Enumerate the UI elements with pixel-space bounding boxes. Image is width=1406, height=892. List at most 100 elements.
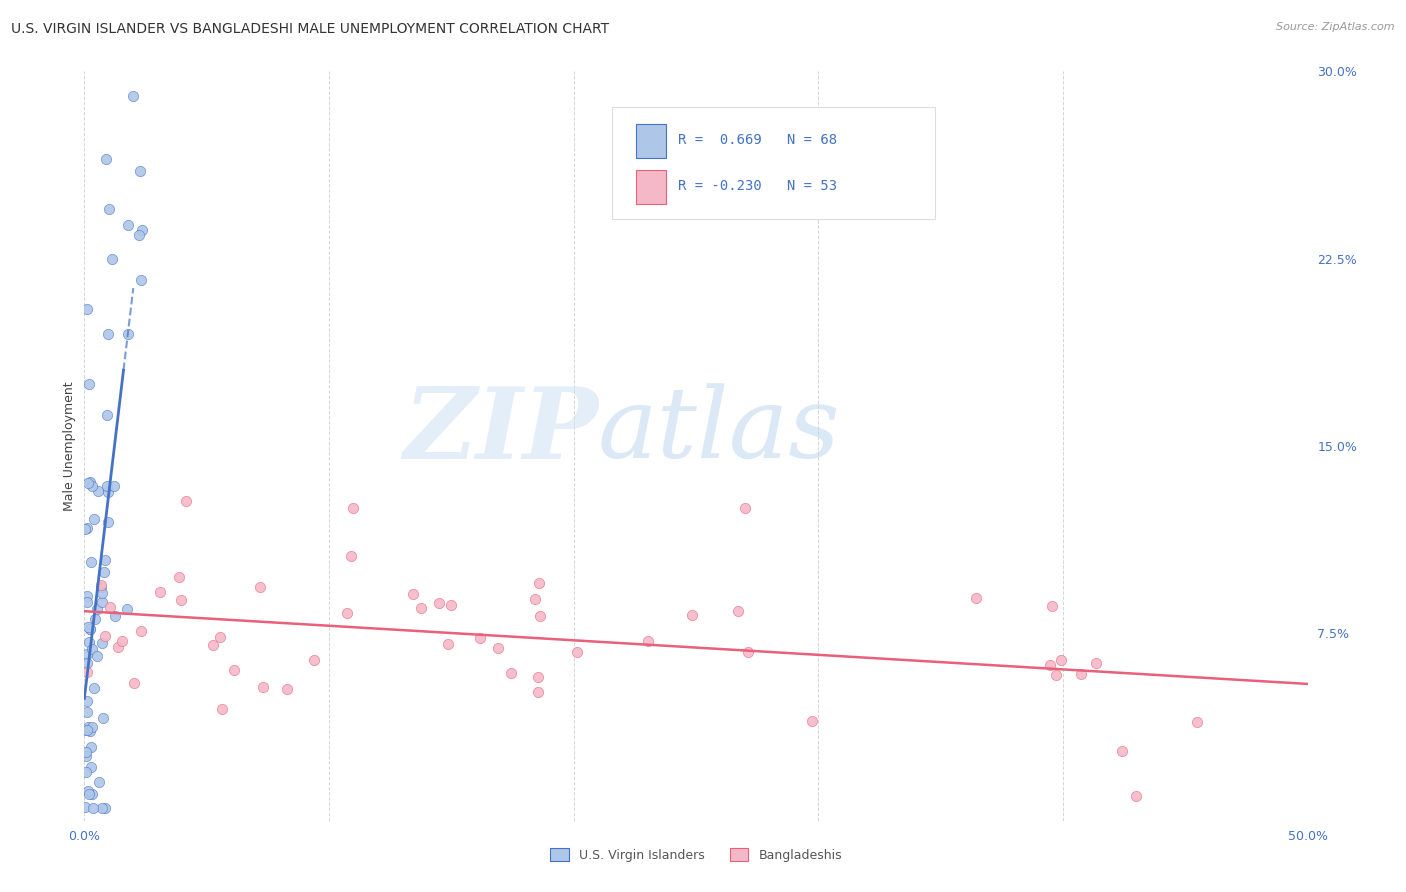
Point	[76, 595, 98, 609]
Point	[96, 478, 118, 492]
Point	[94, 801, 117, 815]
Point	[567, 645, 589, 659]
Point	[965, 591, 987, 605]
Point	[76, 665, 98, 679]
Point	[103, 479, 125, 493]
Point	[1039, 657, 1062, 672]
Point	[75, 749, 97, 764]
Point	[79, 723, 101, 738]
Point	[148, 585, 170, 599]
Text: R =  0.669   N = 68: R = 0.669 N = 68	[678, 133, 837, 147]
Point	[93, 552, 115, 566]
Point	[91, 711, 114, 725]
Point	[86, 648, 108, 663]
Point	[170, 593, 193, 607]
Point	[486, 640, 509, 655]
Point	[727, 604, 749, 618]
Point	[401, 587, 423, 601]
Point	[209, 630, 232, 644]
Point	[437, 636, 460, 650]
Point	[76, 301, 98, 316]
Point	[93, 629, 115, 643]
Point	[80, 555, 103, 569]
Point	[117, 602, 139, 616]
Point	[107, 640, 129, 654]
Point	[734, 501, 756, 516]
Point	[499, 666, 522, 681]
Point	[1070, 666, 1092, 681]
Point	[79, 475, 101, 490]
Point	[90, 581, 112, 595]
Text: atlas: atlas	[598, 384, 841, 479]
Point	[1185, 714, 1208, 729]
Point	[427, 596, 450, 610]
Point	[527, 685, 550, 699]
Point	[302, 653, 325, 667]
Point	[129, 624, 152, 638]
Point	[80, 740, 103, 755]
Point	[1111, 744, 1133, 758]
Text: U.S. VIRGIN ISLANDER VS BANGLADESHI MALE UNEMPLOYMENT CORRELATION CHART: U.S. VIRGIN ISLANDER VS BANGLADESHI MALE…	[11, 22, 609, 37]
Point	[90, 636, 112, 650]
Point	[76, 647, 98, 661]
Point	[77, 784, 100, 798]
Point	[336, 606, 359, 620]
Point	[97, 515, 120, 529]
Text: ZIP: ZIP	[404, 383, 598, 479]
Point	[342, 501, 364, 516]
Point	[1125, 789, 1147, 803]
Point	[111, 634, 134, 648]
Point	[76, 694, 98, 708]
Point	[737, 645, 759, 659]
Point	[93, 565, 115, 579]
Point	[90, 801, 112, 815]
Point	[77, 635, 100, 649]
Point	[98, 600, 121, 615]
Point	[131, 223, 153, 237]
Point	[128, 227, 150, 242]
Point	[83, 681, 105, 695]
Point	[249, 580, 271, 594]
Point	[637, 634, 659, 648]
Point	[202, 639, 225, 653]
Point	[76, 656, 98, 670]
Point	[76, 521, 98, 535]
Point	[79, 623, 101, 637]
Point	[97, 485, 120, 500]
Point	[77, 376, 100, 391]
Point	[73, 800, 96, 814]
Point	[681, 607, 703, 622]
Point	[75, 723, 97, 738]
Point	[91, 586, 114, 600]
Point	[440, 598, 463, 612]
Point	[174, 494, 197, 508]
Legend: U.S. Virgin Islanders, Bangladeshis: U.S. Virgin Islanders, Bangladeshis	[546, 843, 846, 867]
Point	[75, 523, 97, 537]
Point	[75, 745, 97, 759]
Point	[117, 326, 139, 341]
Point	[1049, 653, 1071, 667]
Point	[167, 570, 190, 584]
Point	[77, 788, 100, 802]
Point	[76, 705, 98, 719]
Point	[101, 252, 124, 266]
Point	[276, 682, 298, 697]
Point	[468, 631, 491, 645]
Point	[252, 680, 274, 694]
Point	[1040, 599, 1063, 614]
Point	[79, 622, 101, 636]
Point	[211, 702, 233, 716]
Point	[97, 202, 120, 216]
Point	[80, 720, 103, 734]
Text: R = -0.230   N = 53: R = -0.230 N = 53	[678, 179, 837, 194]
Text: Source: ZipAtlas.com: Source: ZipAtlas.com	[1277, 22, 1395, 32]
Point	[124, 676, 146, 690]
Point	[1085, 656, 1108, 670]
Point	[411, 601, 433, 615]
Point	[84, 611, 107, 625]
Point	[87, 484, 110, 499]
Point	[76, 723, 98, 738]
Point	[529, 609, 551, 624]
Point	[527, 671, 550, 685]
Point	[104, 609, 127, 624]
